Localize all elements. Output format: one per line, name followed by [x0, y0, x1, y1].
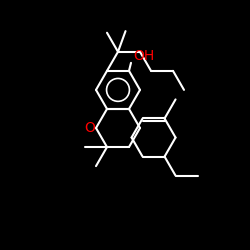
Text: O: O: [84, 121, 96, 135]
Text: OH: OH: [133, 49, 154, 63]
